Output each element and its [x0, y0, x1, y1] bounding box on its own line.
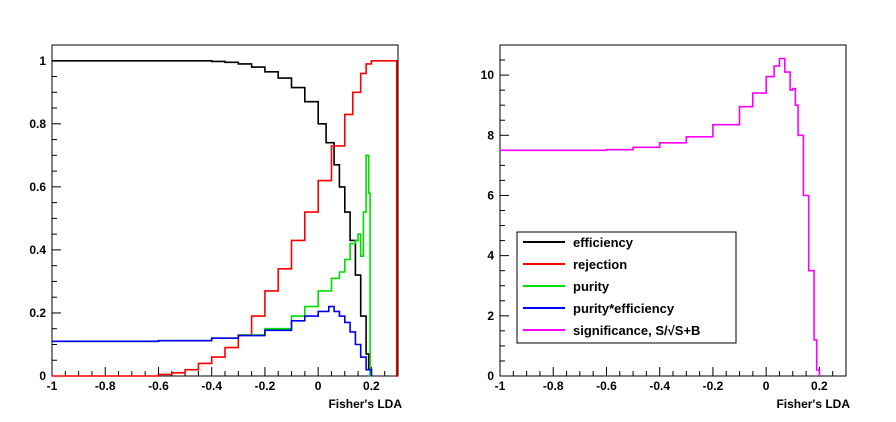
x-tick-label: -0.6 [148, 379, 169, 393]
legend-box [516, 231, 737, 344]
legend-label: rejection [573, 257, 627, 272]
y-tick-label: 4 [487, 249, 494, 263]
y-tick-label: 1 [39, 54, 46, 68]
series-line-purity-efficiency [52, 305, 373, 376]
left-plot-panel: -1 -0.8 -0.6 -0.4 -0.2 0 0.2 0 0.2 0.4 0.6 0.8 1 Fish… [29, 44, 402, 411]
series-line-significance-s-s-b [500, 57, 821, 376]
x-tick-label: 0 [315, 379, 322, 393]
x-axis-title: Fisher's LDA [776, 397, 850, 411]
x-tick-label: -0.2 [255, 379, 276, 393]
y-tick-label: 0.2 [29, 306, 46, 320]
y-tick-label: 8 [487, 128, 494, 142]
y-tick-label: 0 [39, 369, 46, 383]
y-tick-label: 0.8 [29, 117, 46, 131]
x-tick-label: 0.2 [811, 379, 828, 393]
y-tick-label: 6 [487, 188, 494, 202]
y-tick-label: 0 [487, 369, 494, 383]
x-tick-label: -0.4 [649, 379, 670, 393]
legend-label: purity*efficiency [573, 301, 675, 316]
x-tick-label: -0.4 [201, 379, 222, 393]
x-tick-label: -1 [495, 379, 506, 393]
x-tick-label: 0 [763, 379, 770, 393]
x-axis-title: Fisher's LDA [328, 397, 402, 411]
legend-label: efficiency [573, 235, 634, 250]
series-line-efficiency [52, 60, 373, 376]
right-plot-panel: -1 -0.8 -0.6 -0.4 -0.2 0 0.2 0 2 4 6 8 10 Fisher's LD… [481, 44, 850, 411]
x-tick-label: 0.2 [363, 379, 380, 393]
y-tick-label: 0.6 [29, 180, 46, 194]
x-tick-label: -0.8 [543, 379, 564, 393]
series-line-rejection [52, 60, 398, 377]
legend-label: purity [573, 279, 610, 294]
y-tick-label: 2 [487, 309, 494, 323]
x-tick-label: -0.6 [596, 379, 617, 393]
legend: efficiency rejection purity purity*efficien… [516, 231, 737, 344]
x-tick-label: -1 [47, 379, 58, 393]
x-tick-label: -0.8 [95, 379, 116, 393]
legend-label: significance, S/√S+B [573, 323, 700, 338]
y-tick-label: 10 [481, 68, 495, 82]
x-tick-label: -0.2 [703, 379, 724, 393]
y-tick-label: 0.4 [29, 243, 46, 257]
